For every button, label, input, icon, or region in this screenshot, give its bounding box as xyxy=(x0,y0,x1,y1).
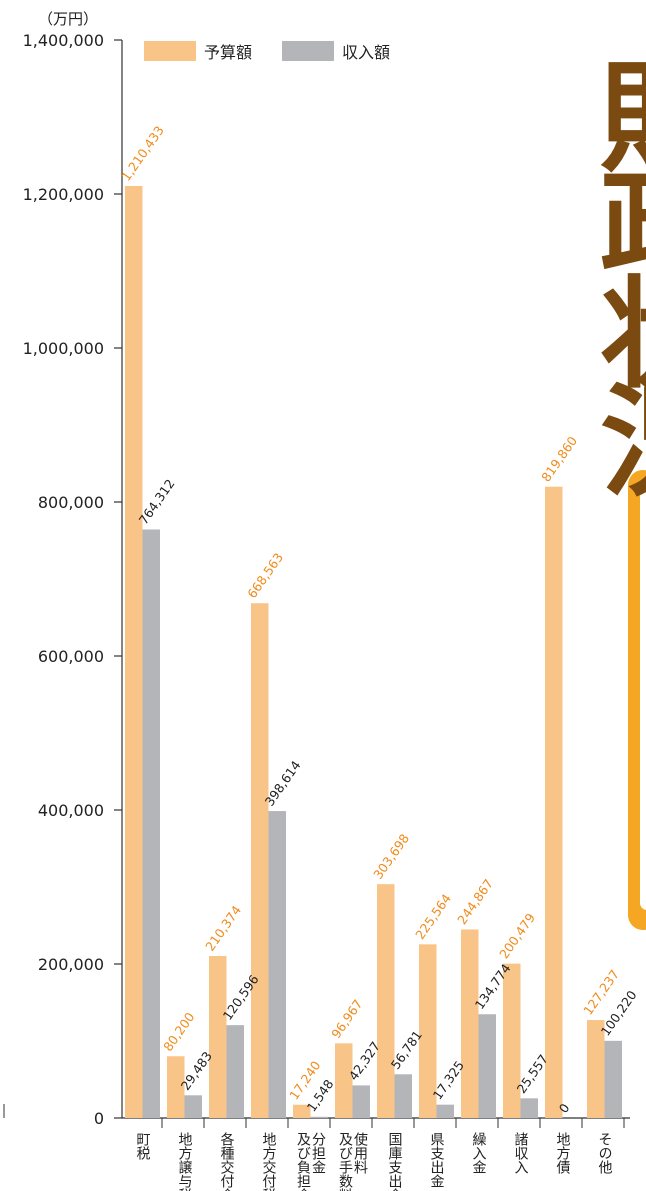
category-label: 国庫支出金 xyxy=(387,1132,403,1191)
bar-revenue xyxy=(394,1074,412,1118)
data-label-budget: 200,479 xyxy=(496,910,538,961)
bar-budget xyxy=(209,956,227,1118)
category-label: 使用料 xyxy=(352,1131,368,1174)
bar-budget xyxy=(251,603,269,1118)
data-label-budget: 96,967 xyxy=(328,997,365,1041)
category-label: 県支出金 xyxy=(429,1132,445,1188)
bar-budget xyxy=(545,486,563,1119)
bar-revenue xyxy=(184,1095,202,1118)
category-label: 諸収入 xyxy=(513,1132,529,1174)
bar-revenue xyxy=(520,1098,538,1118)
category-label: その他 xyxy=(597,1132,613,1175)
y-tick-label: 1,000,000 xyxy=(23,339,104,358)
bar-revenue xyxy=(436,1104,454,1118)
y-tick-label: 800,000 xyxy=(38,493,104,512)
category-label: 各種交付金 xyxy=(219,1132,235,1191)
side-accent-inner xyxy=(640,490,646,910)
legend-swatch-budget xyxy=(144,41,196,61)
data-label-budget: 225,564 xyxy=(412,891,454,942)
bar-budget xyxy=(587,1020,605,1118)
y-axis-unit-label: （万円） xyxy=(38,10,98,28)
bar-budget xyxy=(419,944,437,1118)
category-label: 及び負担金 xyxy=(295,1132,311,1191)
bar-revenue xyxy=(268,811,286,1118)
data-label-budget: 819,860 xyxy=(538,433,580,484)
category-label: 地方交付税 xyxy=(261,1132,277,1191)
y-tick-label: 0 xyxy=(94,1109,104,1128)
side-title-char: 政 xyxy=(600,156,646,297)
bar-budget xyxy=(503,963,521,1118)
side-title-char: 状 xyxy=(600,264,646,405)
y-tick-label: 1,200,000 xyxy=(23,185,104,204)
data-label-budget: 244,867 xyxy=(454,876,496,927)
category-label: 及び手数料 xyxy=(337,1132,353,1191)
category-label: 分担金 xyxy=(310,1132,326,1174)
data-label-budget: 668,563 xyxy=(244,550,286,601)
category-label: 繰入金 xyxy=(471,1132,487,1174)
bar-revenue xyxy=(352,1085,370,1118)
y-axis-ticks: 0 200,000 400,000 600,000 800,000 1,000,000 1,… xyxy=(23,31,122,1128)
y-tick-label: 200,000 xyxy=(38,955,104,974)
y-tick-label: 1,400,000 xyxy=(23,31,104,50)
y-tick-label: 400,000 xyxy=(38,801,104,820)
data-label-budget: 80,200 xyxy=(160,1009,197,1053)
side-title-char: 況 xyxy=(600,372,646,513)
side-title-char: 財 xyxy=(600,48,646,189)
category-label: 地方債 xyxy=(555,1132,571,1174)
category-label: 町税 xyxy=(135,1132,151,1161)
legend-label-budget: 予算額 xyxy=(204,43,252,62)
legend-label-revenue: 収入額 xyxy=(342,43,390,62)
bar-revenue xyxy=(604,1040,622,1118)
side-title-decoration: 財政状況 xyxy=(600,48,646,930)
legend-swatch-revenue xyxy=(282,41,334,61)
data-label-budget: 1,210,433 xyxy=(118,123,167,184)
bar-series xyxy=(125,185,625,1128)
data-label-budget: 303,698 xyxy=(370,831,412,882)
bar-budget xyxy=(335,1043,353,1118)
bar-budget xyxy=(293,1104,311,1118)
data-label-budget: 210,374 xyxy=(202,903,244,954)
y-tick-label: 600,000 xyxy=(38,647,104,666)
bar-revenue xyxy=(226,1025,244,1118)
bar-revenue xyxy=(142,529,160,1118)
bar-revenue xyxy=(478,1014,496,1118)
category-label: 地方譲与税 xyxy=(177,1132,193,1191)
bar-revenue xyxy=(310,1116,328,1118)
bar-budget xyxy=(461,929,479,1118)
bar-budget xyxy=(167,1056,185,1118)
legend: 予算額 収入額 xyxy=(144,41,390,62)
bar-budget xyxy=(125,185,143,1119)
bar-budget xyxy=(377,884,395,1118)
